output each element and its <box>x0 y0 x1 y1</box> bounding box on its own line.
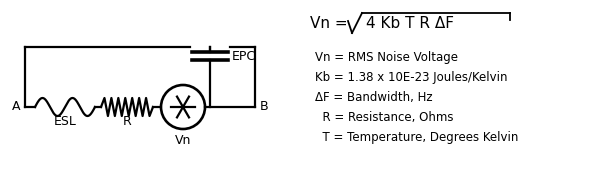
Text: Vn =: Vn = <box>310 16 353 30</box>
Text: R = Resistance, Ohms: R = Resistance, Ohms <box>315 110 454 124</box>
Text: R: R <box>122 115 131 128</box>
Text: ESL: ESL <box>53 115 76 128</box>
Text: ΔF = Bandwidth, Hz: ΔF = Bandwidth, Hz <box>315 90 433 103</box>
Text: A: A <box>11 100 20 114</box>
Text: Kb = 1.38 x 10E-23 Joules/Kelvin: Kb = 1.38 x 10E-23 Joules/Kelvin <box>315 71 508 83</box>
Text: EPC: EPC <box>232 50 256 62</box>
Text: 4 Kb T R ΔF: 4 Kb T R ΔF <box>366 16 454 30</box>
Text: Vn = RMS Noise Voltage: Vn = RMS Noise Voltage <box>315 51 458 64</box>
Text: Vn: Vn <box>175 134 191 147</box>
Text: T = Temperature, Degrees Kelvin: T = Temperature, Degrees Kelvin <box>315 131 518 144</box>
Text: B: B <box>260 100 269 114</box>
